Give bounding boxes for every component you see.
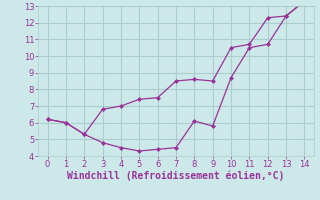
X-axis label: Windchill (Refroidissement éolien,°C): Windchill (Refroidissement éolien,°C) bbox=[67, 171, 285, 181]
